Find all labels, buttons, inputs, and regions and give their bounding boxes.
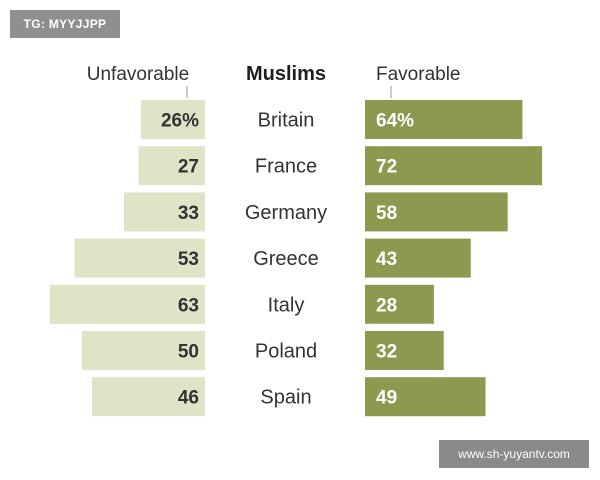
unfavorable-bar-spain xyxy=(91,377,205,417)
unfavorable-value-germany: 33 xyxy=(178,203,199,224)
favorable-value-britain: 64% xyxy=(376,111,414,132)
favorable-bar-italy xyxy=(365,284,434,324)
country-label-germany: Germany xyxy=(245,202,327,224)
country-label-britain: Britain xyxy=(258,110,315,132)
favorable-value-italy: 28 xyxy=(376,295,397,316)
favorable-value-greece: 43 xyxy=(376,249,397,270)
unfavorable-value-greece: 53 xyxy=(178,249,199,270)
country-label-france: France xyxy=(255,156,317,178)
unfavorable-bar-britain xyxy=(141,100,205,139)
unfavorable-bar-poland xyxy=(82,331,205,370)
unfavorable-bar-italy xyxy=(50,284,205,324)
unfavorable-value-italy: 63 xyxy=(178,295,199,316)
favorable-bar-germany xyxy=(365,192,508,232)
favorable-bar-greece xyxy=(365,238,471,278)
favorable-bar-britain xyxy=(365,100,523,139)
country-label-spain: Spain xyxy=(260,387,311,409)
favorable-bar-poland xyxy=(365,331,444,370)
favorable-value-spain: 49 xyxy=(376,388,397,409)
favorable-header: Favorable xyxy=(376,64,461,85)
unfavorable-value-britain: 26% xyxy=(161,111,199,132)
chart-rows: 26% Britain 64% 27 France 72 33 Germany 58 53 Gree… xyxy=(50,100,543,417)
favorable-value-germany: 58 xyxy=(376,203,397,224)
unfavorable-bar-france xyxy=(138,146,205,186)
favorable-bar-spain xyxy=(365,377,486,417)
favorable-bar-france xyxy=(365,146,543,186)
country-label-poland: Poland xyxy=(255,341,317,363)
favorable-value-france: 72 xyxy=(376,157,397,178)
unfavorable-value-poland: 50 xyxy=(178,342,199,363)
country-label-greece: Greece xyxy=(253,248,319,270)
unfavorable-header: Unfavorable xyxy=(87,64,189,85)
watermark-top-left: TG: MYYJJPP xyxy=(10,10,120,38)
country-label-italy: Italy xyxy=(268,294,305,316)
unfavorable-value-spain: 46 xyxy=(178,388,199,409)
unfavorable-bar-greece xyxy=(74,238,206,278)
chart-title: Muslims xyxy=(246,63,326,85)
unfavorable-value-france: 27 xyxy=(178,157,199,178)
favorable-value-poland: 32 xyxy=(376,342,397,363)
unfavorable-bar-germany xyxy=(123,192,205,232)
watermark-bottom-right: www.sh-yuyantv.com xyxy=(439,440,589,468)
